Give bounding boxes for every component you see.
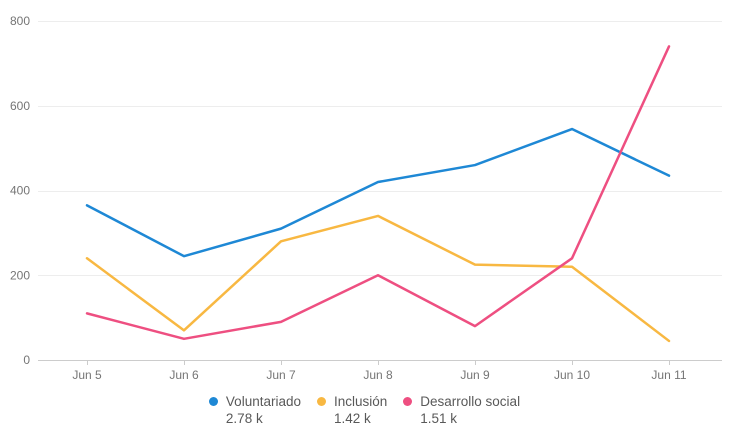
series-line-1[interactable] <box>85 214 671 343</box>
series-line-0[interactable] <box>85 127 671 258</box>
series-color-dot <box>403 397 413 406</box>
y-axis-label: 600 <box>10 99 30 113</box>
y-axis-label: 400 <box>10 184 30 198</box>
series-line-2[interactable] <box>85 45 671 341</box>
legend-item-voluntariado[interactable]: Voluntariado 2.78 k <box>208 393 301 427</box>
x-axis-label: Jun 10 <box>554 368 590 382</box>
legend-series-name: Desarrollo social <box>420 394 521 409</box>
x-axis-label: Jun 5 <box>72 368 102 382</box>
chart-legend: Voluntariado 2.78 k Inclusión 1.42 k Des… <box>0 393 729 427</box>
legend-series-name: Voluntariado <box>225 394 301 409</box>
y-axis-label: 200 <box>10 268 30 282</box>
series-color-dot <box>208 397 218 406</box>
legend-series-total: 2.78 k <box>225 411 263 426</box>
x-axis-label: Jun 11 <box>651 368 686 382</box>
chart-canvas: 0 200 400 600 800 Jun 5 Jun 6 Jun 7 Jun 8 Jun 9 Ju… <box>10 14 722 382</box>
y-axis-label: 800 <box>10 14 30 28</box>
legend-item-inclusion[interactable]: Inclusión 1.42 k <box>316 393 388 427</box>
x-axis-label: Jun 7 <box>266 368 296 382</box>
x-axis-label: Jun 6 <box>169 368 199 382</box>
legend-item-desarrollo-social[interactable]: Desarrollo social 1.51 k <box>403 393 520 427</box>
legend-series-name: Inclusión <box>333 394 388 409</box>
legend-series-total: 1.42 k <box>333 411 371 426</box>
y-axis-label: 0 <box>23 353 30 367</box>
x-axis-label: Jun 8 <box>363 368 393 382</box>
x-axis-label: Jun 9 <box>460 368 490 382</box>
legend-series-total: 1.51 k <box>420 411 458 426</box>
series-color-dot <box>316 397 326 406</box>
